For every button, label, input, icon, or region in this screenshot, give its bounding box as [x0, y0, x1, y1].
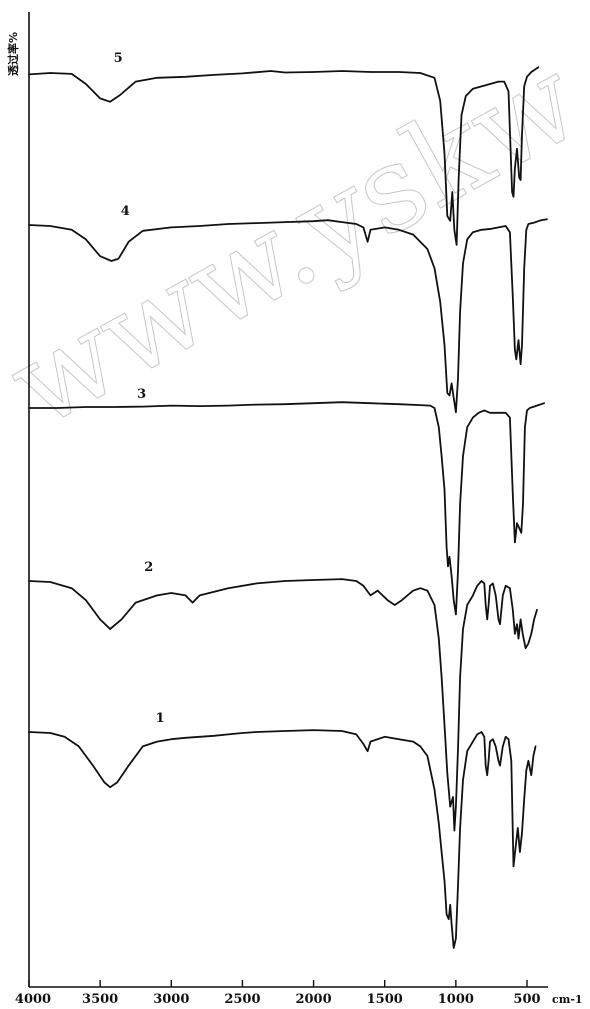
x-tick-label-1500: 1500 [367, 992, 403, 1007]
spectrum-label-1: 1 [156, 711, 165, 726]
spectrum-line-3 [28, 401, 545, 616]
x-tick-label-1000: 1000 [438, 992, 474, 1007]
x-axis-ticks: 4000 3500 3000 2500 2000 1500 1000 500 [15, 980, 541, 1007]
spectrum-label-4: 4 [121, 204, 130, 219]
x-tick-label-3500: 3500 [82, 992, 118, 1007]
spectrum-line-4 [28, 218, 548, 414]
spectrum-label-5: 5 [114, 51, 123, 66]
spectrum-label-3: 3 [137, 387, 146, 402]
spectrum-label-2: 2 [144, 560, 153, 575]
spectrum-line-2 [28, 578, 538, 832]
spectrum-line-1 [28, 729, 537, 949]
x-tick-label-500: 500 [513, 992, 540, 1007]
y-axis-label: 透过率% [6, 32, 20, 76]
x-tick-label-2500: 2500 [224, 992, 260, 1007]
spectra-series: 5 4 3 2 1 [28, 51, 548, 949]
x-tick-label-4000: 4000 [15, 992, 51, 1007]
x-tick-label-3000: 3000 [153, 992, 189, 1007]
spectrum-line-5 [28, 66, 540, 246]
x-tick-label-2000: 2000 [295, 992, 331, 1007]
x-unit-label: cm-1 [552, 993, 583, 1006]
